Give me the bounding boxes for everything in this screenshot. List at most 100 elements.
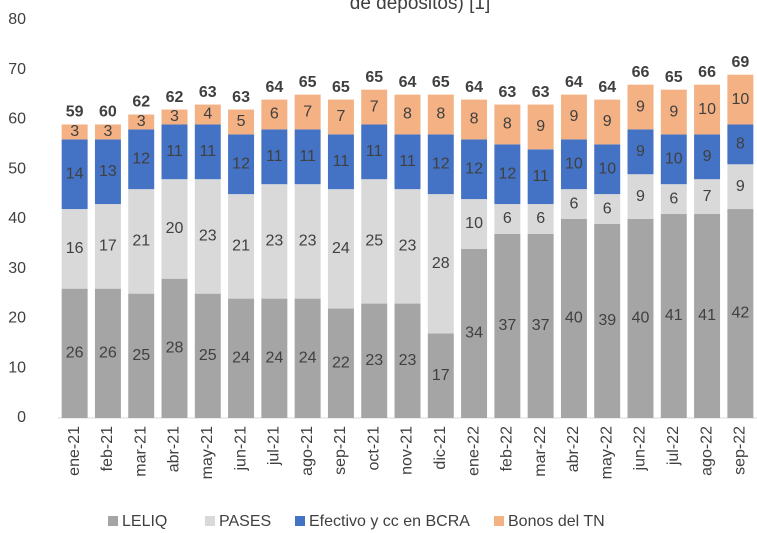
x-tick-label: jun-21 [232, 426, 249, 472]
data-label: 6 [669, 190, 678, 207]
bar-segment [94, 288, 121, 418]
data-label: 24 [332, 240, 350, 257]
y-tick-label: 20 [8, 310, 26, 327]
bar-segment [228, 298, 255, 418]
total-label: 65 [365, 69, 383, 86]
total-label: 63 [498, 84, 516, 101]
x-tick-label: jul-21 [266, 426, 283, 466]
data-label: 25 [365, 233, 383, 250]
bar-segment [627, 129, 654, 175]
bar-segment [61, 288, 88, 418]
data-label: 21 [132, 233, 150, 250]
data-label: 24 [232, 350, 250, 367]
bar-segment [560, 139, 587, 190]
bar-segment [327, 134, 354, 190]
data-label: 11 [366, 143, 383, 160]
data-label: 13 [99, 163, 117, 180]
bar-segment [128, 114, 155, 130]
y-tick-label: 30 [8, 260, 26, 277]
data-label: 10 [731, 91, 749, 108]
total-label: 66 [632, 64, 650, 81]
data-label: 17 [432, 367, 450, 384]
data-label: 11 [299, 148, 316, 165]
x-tick-label: sep-22 [732, 426, 749, 475]
x-tick-label: dic-21 [432, 426, 449, 470]
legend-swatch [108, 516, 118, 526]
bar-segment [660, 89, 687, 135]
x-tick-label: ene-21 [66, 426, 83, 476]
total-label: 60 [99, 104, 117, 121]
total-label: 66 [698, 64, 716, 81]
y-tick-label: 40 [8, 210, 26, 227]
data-label: 28 [166, 340, 184, 357]
data-label: 12 [465, 160, 483, 177]
bar-segment [694, 134, 721, 180]
data-label: 17 [99, 238, 117, 255]
bar-segment [660, 134, 687, 185]
bar-segment [394, 303, 421, 418]
bar-segment [594, 223, 621, 418]
bar-segment [327, 189, 354, 309]
total-label: 69 [731, 54, 749, 71]
data-label: 8 [436, 106, 445, 123]
data-label: 23 [199, 228, 217, 245]
bar-segment [161, 278, 188, 418]
y-tick-label: 70 [8, 61, 26, 78]
data-label: 39 [598, 312, 616, 329]
bar-segment [228, 194, 255, 299]
data-label: 8 [403, 106, 412, 123]
bar-segment [594, 99, 621, 145]
data-label: 7 [370, 98, 379, 115]
bar-segment [461, 139, 488, 200]
bar-segment [394, 94, 421, 135]
data-label: 40 [632, 310, 650, 327]
bar-segment [627, 219, 654, 418]
bar-segment [194, 179, 221, 294]
bar-segment [94, 124, 121, 140]
y-tick-label: 10 [8, 359, 26, 376]
bar-segment [228, 109, 255, 135]
bar-segment [461, 248, 488, 418]
bar-segment [427, 134, 454, 195]
data-label: 24 [299, 350, 317, 367]
bar-segment [560, 189, 587, 219]
bar-segment [94, 204, 121, 289]
data-label: 9 [569, 108, 578, 125]
bar-segment [261, 184, 288, 299]
bar-segment [294, 184, 321, 299]
total-label: 63 [199, 84, 217, 101]
bar-segment [527, 204, 554, 234]
total-label: 65 [432, 74, 450, 91]
legend-label: PASES [219, 513, 271, 530]
x-tick-label: feb-22 [499, 426, 516, 471]
bar-segment [161, 124, 188, 180]
bar-segment [294, 129, 321, 185]
total-label: 65 [665, 69, 683, 86]
bar-segment [527, 233, 554, 418]
data-label: 23 [265, 233, 283, 250]
bar-segment [461, 99, 488, 140]
data-label: 10 [698, 101, 716, 118]
data-label: 7 [703, 188, 712, 205]
bar-segment [61, 124, 88, 140]
data-label: 23 [399, 238, 417, 255]
data-label: 41 [698, 307, 716, 324]
total-label: 62 [132, 94, 150, 111]
data-label: 9 [636, 98, 645, 115]
x-tick-label: feb-21 [99, 426, 116, 471]
y-tick-label: 80 [8, 11, 26, 28]
legend-label: Efectivo y cc en BCRA [309, 513, 470, 530]
data-label: 3 [103, 123, 112, 140]
x-tick-label: may-22 [598, 426, 615, 479]
data-label: 9 [636, 143, 645, 160]
bar-segment [560, 219, 587, 418]
bar-segment [294, 298, 321, 418]
bar-segment [161, 179, 188, 279]
data-label: 9 [736, 178, 745, 195]
bar-segment [61, 139, 88, 210]
bar-segment [660, 214, 687, 418]
data-label: 10 [665, 151, 683, 168]
data-label: 41 [665, 307, 683, 324]
data-label: 11 [199, 143, 216, 160]
legend-label: Bonos del TN [508, 513, 605, 530]
